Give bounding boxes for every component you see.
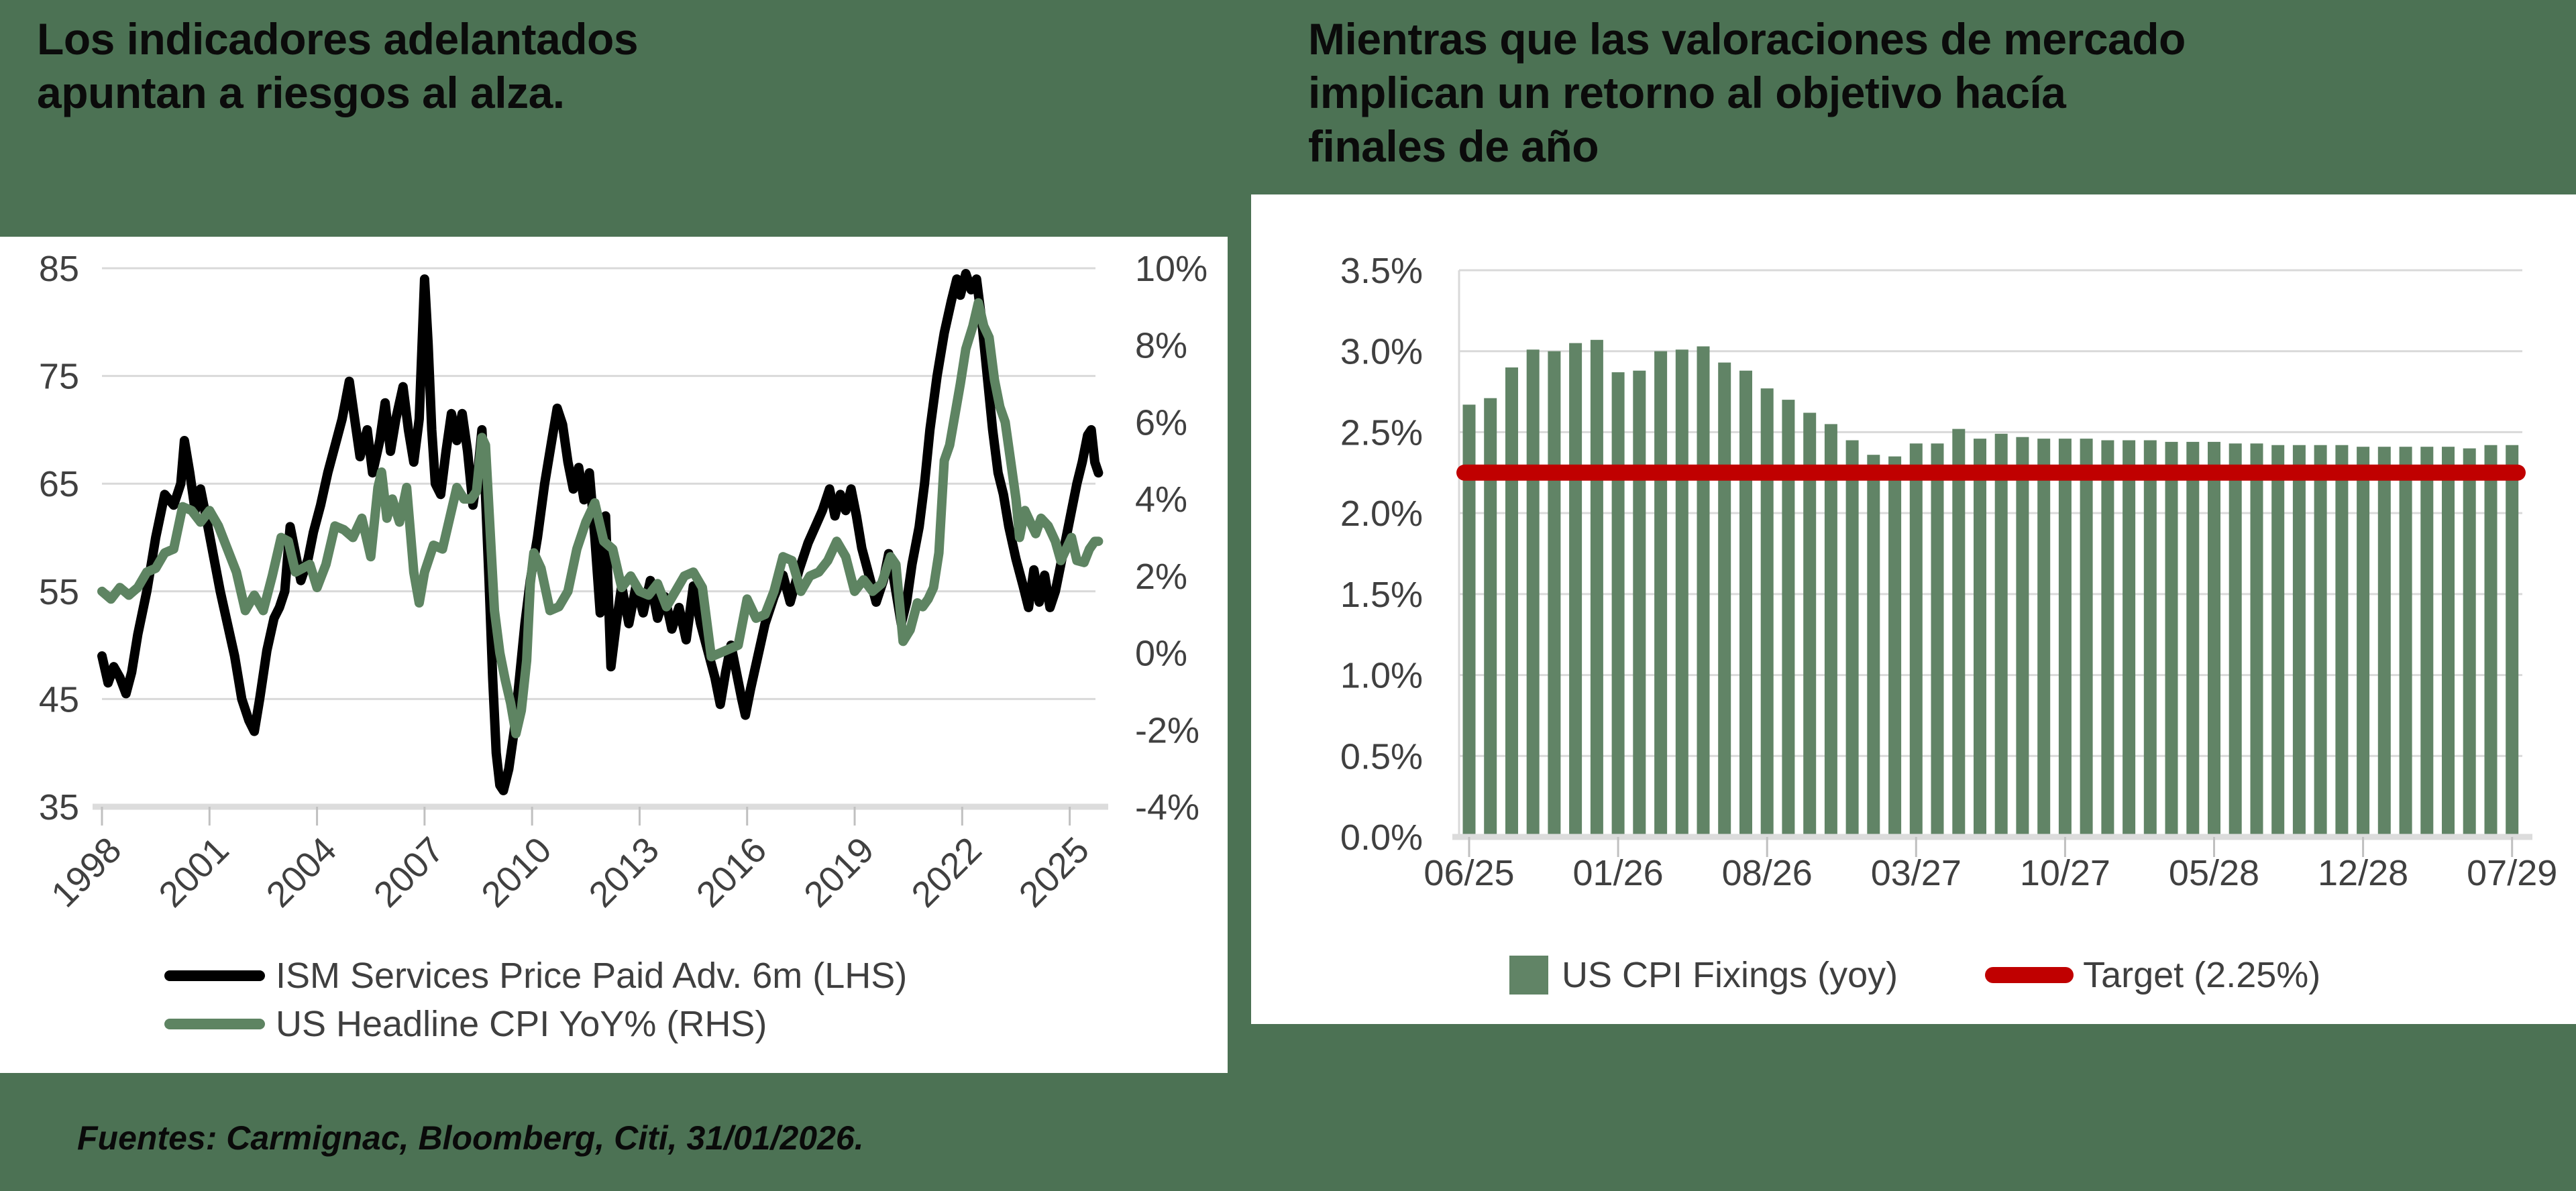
svg-text:2016: 2016 <box>689 830 774 915</box>
svg-text:10%: 10% <box>1135 249 1208 289</box>
right-chart-title: Mientras que las valoraciones de mercado… <box>1308 12 2186 173</box>
svg-text:1.5%: 1.5% <box>1340 575 1423 615</box>
svg-text:03/27: 03/27 <box>1871 853 1962 893</box>
target-line-swatch-icon <box>1985 967 2074 983</box>
svg-text:2022: 2022 <box>904 830 989 915</box>
svg-text:2010: 2010 <box>474 830 559 915</box>
svg-text:0.5%: 0.5% <box>1340 736 1423 777</box>
svg-text:2019: 2019 <box>796 830 881 915</box>
ism-vs-cpi-line-chart: 85 75 65 55 45 35 10% 8% 6% 4% 2% 0% -2% -4% 1998 2001 2… <box>39 249 1208 915</box>
svg-text:55: 55 <box>39 572 79 612</box>
svg-text:65: 65 <box>39 464 79 504</box>
svg-text:4%: 4% <box>1135 479 1187 520</box>
svg-text:2%: 2% <box>1135 557 1187 597</box>
svg-text:2013: 2013 <box>582 830 667 915</box>
svg-text:2.5%: 2.5% <box>1340 412 1423 453</box>
svg-text:07/29: 07/29 <box>2467 853 2557 893</box>
right-chart-panel: 3.5% 3.0% 2.5% 2.0% 1.5% 1.0% 0.5% 0.0% 06/25 01/… <box>1251 194 2576 1024</box>
svg-text:75: 75 <box>39 357 79 397</box>
svg-text:06/25: 06/25 <box>1424 853 1514 893</box>
ism-line-swatch-icon <box>164 970 265 981</box>
svg-text:3.0%: 3.0% <box>1340 332 1423 372</box>
left-chart-legend: ISM Services Price Paid Adv. 6m (LHS) US… <box>164 952 907 1048</box>
svg-text:0.0%: 0.0% <box>1340 817 1423 858</box>
svg-text:2001: 2001 <box>151 830 236 915</box>
svg-text:45: 45 <box>39 679 79 720</box>
fixings-bar-swatch-icon <box>1509 956 1548 995</box>
legend-label-fixings: US CPI Fixings (yoy) <box>1562 955 1898 995</box>
svg-text:-2%: -2% <box>1135 710 1199 750</box>
svg-text:10/27: 10/27 <box>2020 853 2110 893</box>
right-chart-legend: US CPI Fixings (yoy) Target (2.25%) <box>1509 951 2320 999</box>
cpi-fixings-bar-chart: 3.5% 3.0% 2.5% 2.0% 1.5% 1.0% 0.5% 0.0%06/25 01/… <box>1340 251 2557 893</box>
right-chart-title-line1: Mientras que las valoraciones de mercado <box>1308 14 2186 64</box>
legend-item-cpi: US Headline CPI YoY% (RHS) <box>164 1000 907 1048</box>
legend-item-target: Target (2.25%) <box>1985 951 2320 999</box>
svg-text:1998: 1998 <box>44 830 129 915</box>
svg-text:1.0%: 1.0% <box>1340 656 1423 696</box>
svg-text:35: 35 <box>39 787 79 828</box>
svg-text:01/26: 01/26 <box>1573 853 1664 893</box>
legend-item-ism: ISM Services Price Paid Adv. 6m (LHS) <box>164 952 907 1000</box>
svg-text:2004: 2004 <box>259 830 344 915</box>
svg-text:2007: 2007 <box>366 830 451 915</box>
svg-text:2.0%: 2.0% <box>1340 494 1423 534</box>
legend-item-fixings: US CPI Fixings (yoy) <box>1509 951 1898 999</box>
legend-label-cpi: US Headline CPI YoY% (RHS) <box>276 1004 767 1044</box>
cpi-line-swatch-icon <box>164 1019 265 1029</box>
right-chart-title-line3: finales de año <box>1308 121 1599 171</box>
svg-text:-4%: -4% <box>1135 787 1199 828</box>
legend-label-ism: ISM Services Price Paid Adv. 6m (LHS) <box>276 956 908 996</box>
svg-text:08/26: 08/26 <box>1722 853 1813 893</box>
right-chart-title-line2: implican un retorno al objetivo hacía <box>1308 68 2066 117</box>
svg-text:85: 85 <box>39 249 79 289</box>
svg-text:12/28: 12/28 <box>2318 853 2408 893</box>
left-chart-title-line1: Los indicadores adelantados <box>37 14 639 64</box>
svg-text:8%: 8% <box>1135 326 1187 366</box>
left-chart-title: Los indicadores adelantados apuntan a ri… <box>37 12 639 119</box>
svg-text:3.5%: 3.5% <box>1340 251 1423 291</box>
svg-text:6%: 6% <box>1135 402 1187 443</box>
svg-text:0%: 0% <box>1135 634 1187 674</box>
left-chart-panel: 85 75 65 55 45 35 10% 8% 6% 4% 2% 0% -2% -4% 1998 2001 2… <box>0 237 1228 1073</box>
sources-note: Fuentes: Carmignac, Bloomberg, Citi, 31/… <box>77 1119 864 1157</box>
left-chart-title-line2: apuntan a riesgos al alza. <box>37 68 565 117</box>
legend-label-target: Target (2.25%) <box>2083 955 2321 995</box>
svg-text:2025: 2025 <box>1012 830 1097 915</box>
svg-text:05/28: 05/28 <box>2169 853 2259 893</box>
